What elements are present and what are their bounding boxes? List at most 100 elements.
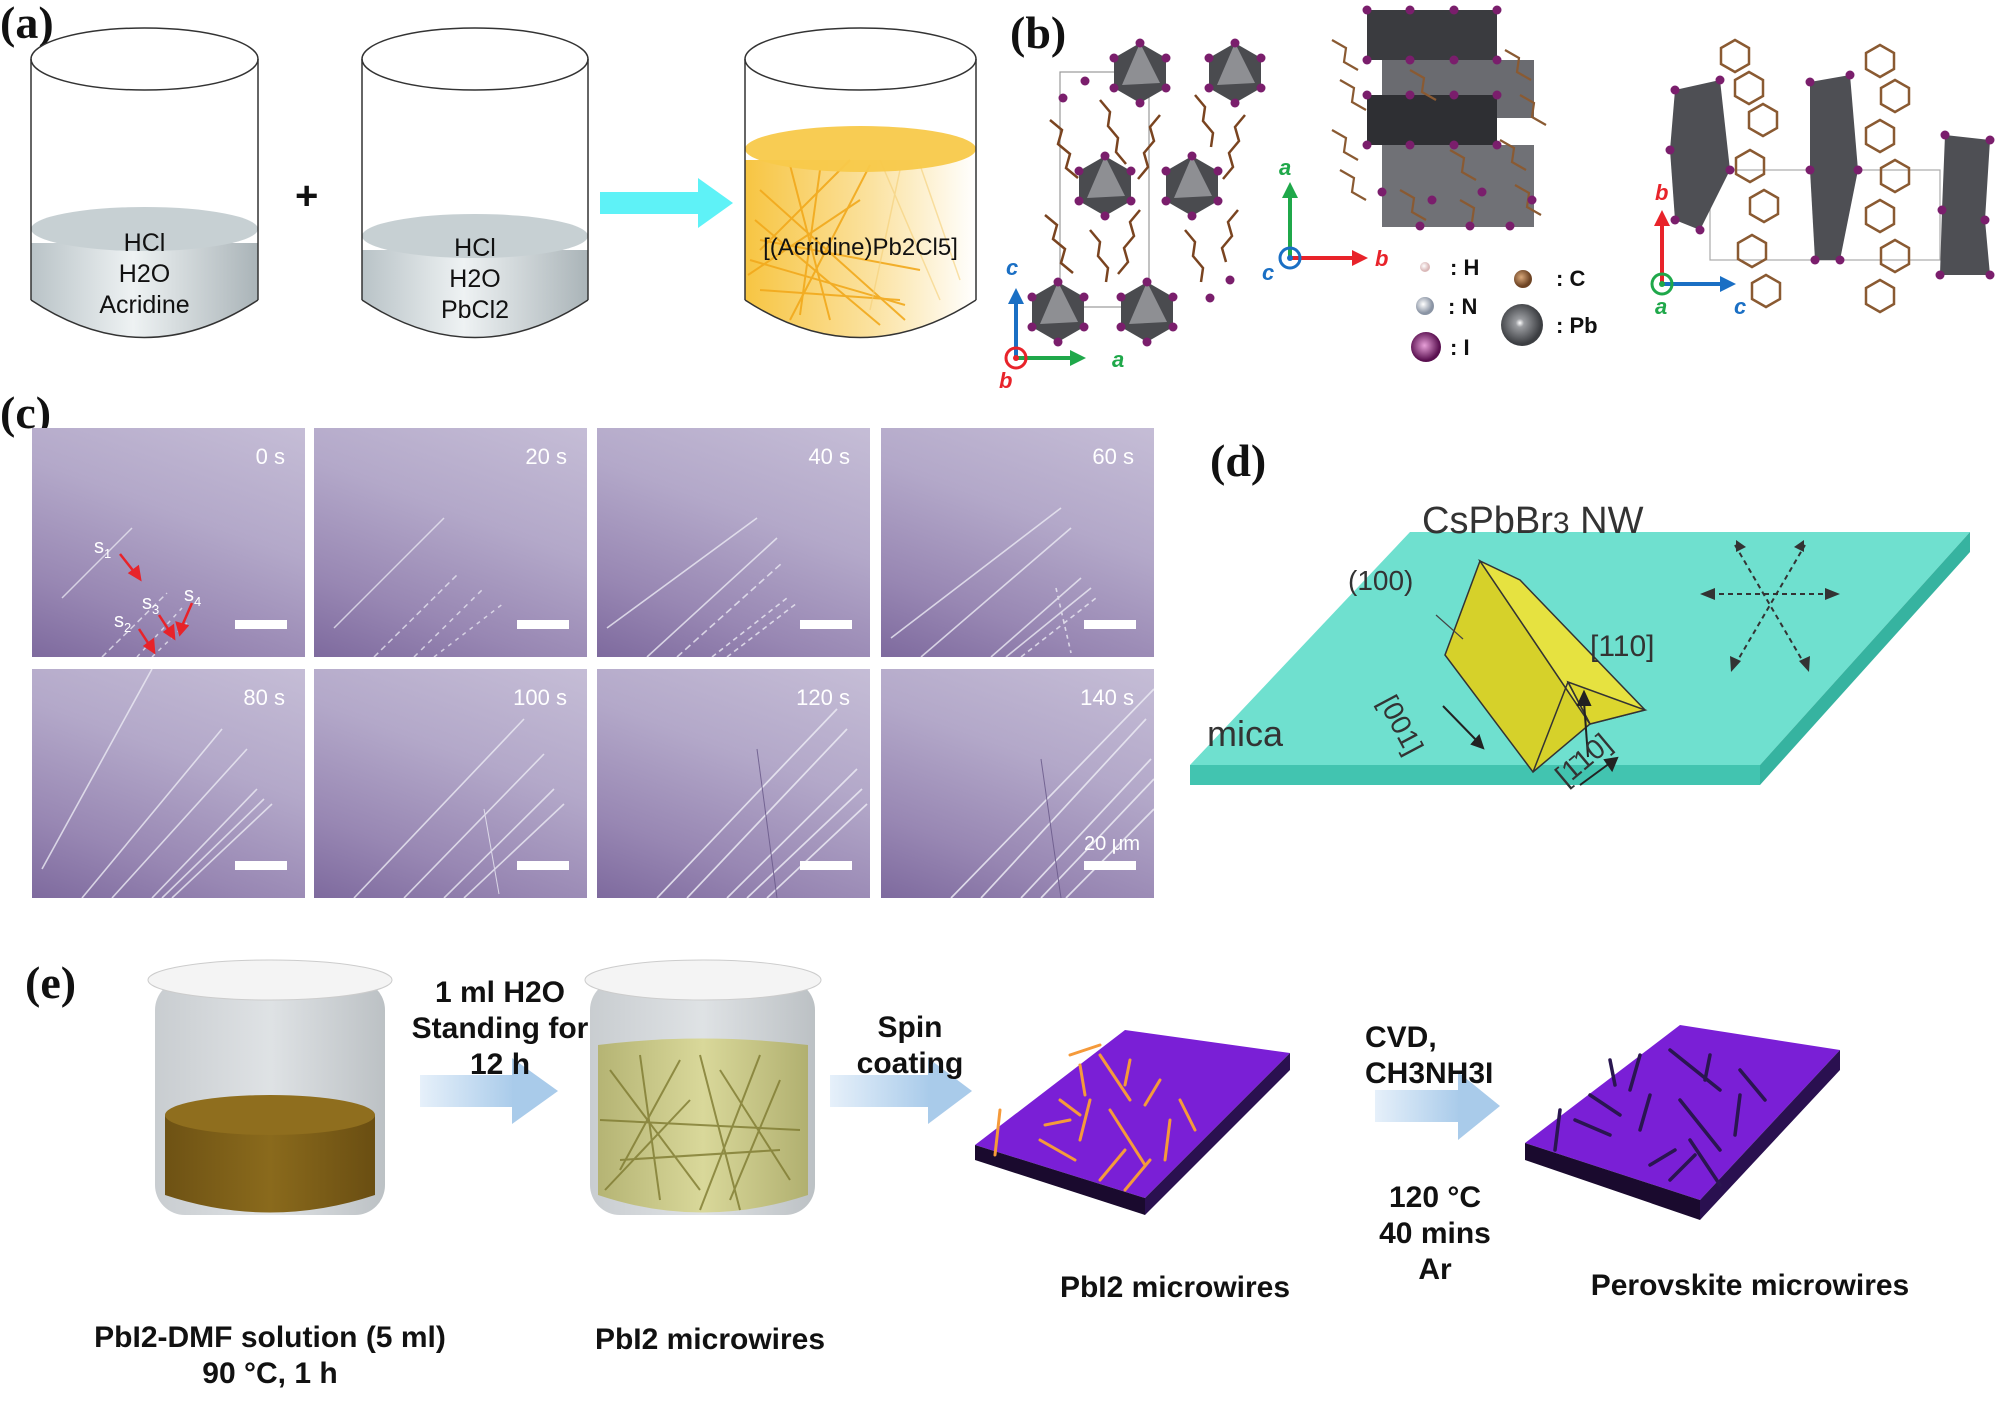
legend-atom-icons (1411, 262, 1543, 362)
beaker-1-line-2: H2O (118, 260, 171, 288)
axis-label-b-view1: b (999, 368, 1013, 393)
site-label-s1: s1 (94, 536, 112, 561)
micrograph-frame-80s: 80 s (32, 669, 305, 898)
lead-atom-icon (1501, 304, 1543, 346)
legend-label-i: : I (1450, 335, 1470, 360)
crystal-structure-view-2 (1278, 5, 1547, 270)
step-4-caption: Perovskite microwires (1590, 1269, 1910, 1302)
arrow-2-conditions: Spin coating (845, 1010, 975, 1082)
beaker-1 (30, 27, 259, 339)
process-illustration (147, 959, 1840, 1220)
acridine-molecules (1044, 94, 1246, 283)
epitaxial-directions-icon (1710, 544, 1830, 666)
nitrogen-atom-icon (1416, 297, 1434, 315)
pbi6-octahedra (1032, 43, 1261, 342)
hydrogen-atom-icon (1420, 262, 1430, 272)
substrate-label-mica: mica (1207, 713, 1284, 754)
step-2-caption: PbI2 microwires (594, 1323, 826, 1356)
scale-bar (1084, 620, 1136, 629)
nanowire-streaks (61, 527, 194, 657)
nanowire-streaks (41, 669, 273, 898)
iodine-atoms (1027, 38, 1266, 347)
mica-substrate-diagram (1190, 532, 1970, 786)
axis-triad-view-1 (1004, 288, 1086, 370)
frame-time: 140 s (1080, 685, 1134, 710)
process-arrow-2 (830, 1058, 972, 1124)
substrate-pbi2-microwires (975, 1030, 1290, 1215)
step-1-caption-line-2: 90 °C, 1 h (202, 1357, 338, 1390)
arrow-1-line-3: 12 h (469, 1048, 531, 1081)
scale-bar (800, 861, 852, 870)
arrow-3-top-conditions: CVD, CH3NH3I (1365, 1021, 1494, 1090)
beaker-2 (361, 27, 589, 339)
beaker-3-product-label: [(Acridine)Pb2Cl5] (763, 234, 958, 261)
frame-time: 40 s (808, 444, 850, 469)
micrograph-frame-120s: 120 s (597, 669, 870, 898)
process-arrow-3 (1375, 1072, 1500, 1140)
beaker-pbi2-dmf-solution (147, 959, 393, 1215)
micrograph-frame-140s: 140 s 20 μm (881, 669, 1154, 898)
nanowire-streaks (333, 517, 505, 657)
frame-time: 100 s (513, 685, 567, 710)
crystal-structure-view-3 (1665, 38, 1995, 314)
legend-label-c: : C (1556, 266, 1586, 291)
crystal-direction-arrows (1442, 689, 1619, 786)
micrograph-frame-20s: 20 s (314, 428, 587, 657)
scale-bar-label: 20 μm (1084, 833, 1140, 855)
beaker-1-line-3: Acridine (99, 291, 190, 319)
beaker-2-line-3: PbCl2 (440, 296, 510, 324)
axis-label-b-view3: b (1655, 180, 1669, 205)
micrograph-frame-100s: 100 s (314, 669, 587, 898)
beaker-2-line-1: HCl (454, 234, 496, 262)
frame-time: 80 s (243, 685, 285, 710)
arrow-2-line-2: coating (856, 1047, 964, 1080)
axis-label-c-view1: c (1006, 255, 1019, 280)
scale-bar (235, 861, 287, 870)
panel-label-a: (a) (0, 0, 54, 48)
scale-bar (800, 620, 852, 629)
micrograph-frame-60s: 60 s (881, 428, 1154, 657)
beaker-pbi2-microwires (584, 959, 822, 1215)
axis-label-a-view1: a (1112, 347, 1125, 372)
micrograph-frame-0s: 0 s s1 s2 s3 s4 (32, 428, 305, 657)
axis-triad-view-3 (1650, 210, 1736, 296)
mica-substrate-front (1190, 765, 1760, 785)
arrow-2-line-1: Spin (877, 1011, 943, 1044)
axis-label-c-view3: c (1734, 294, 1747, 319)
axis-label-b-view2: b (1375, 246, 1389, 271)
acridine-molecules-view-3 (1719, 38, 1911, 314)
micrograph-frame-40s: 40 s (597, 428, 870, 657)
reaction-arrow (600, 178, 733, 228)
legend-label-h: : H (1450, 255, 1480, 280)
scale-bar (235, 620, 287, 629)
substrate-perovskite-microwires (1525, 1025, 1840, 1220)
beaker-3-product (744, 27, 977, 339)
site-label-s4: s4 (184, 584, 202, 609)
axis-triad-view-2 (1278, 182, 1368, 270)
nanowire-title: CsPbBr3 NW (1422, 500, 1644, 542)
frame-time: 0 s (255, 444, 285, 469)
nanowire-streaks (890, 507, 1097, 657)
nanowire-streaks (950, 688, 1154, 898)
site-label-s3: s3 (142, 592, 160, 617)
site-label-s2: s2 (114, 610, 132, 635)
frame-time: 60 s (1092, 444, 1134, 469)
beaker-acridine-solution (30, 27, 977, 339)
panel-label-c: (c) (0, 387, 52, 438)
beaker-2-contents: HCl H2O PbCl2 (362, 233, 588, 326)
legend-label-pb: : Pb (1556, 313, 1598, 338)
nanowire-streaks (353, 718, 565, 898)
beaker-1-line-1: HCl (123, 229, 166, 257)
panel-label-b: (b) (1010, 7, 1067, 58)
arrow-1-line-2: Standing for (411, 1012, 589, 1045)
arrow-3-temp: 120 °C (1388, 1181, 1482, 1214)
arrow-1-conditions: 1 ml H2O Standing for 12 h (410, 975, 590, 1083)
axis-label-a-view3: a (1655, 294, 1668, 319)
axis-label-c-view2: c (1262, 260, 1275, 285)
arrow-3-atmosphere: Ar (1418, 1253, 1452, 1286)
frame-time: 20 s (525, 444, 567, 469)
pbi-chains-edge-view (1670, 75, 1990, 275)
process-arrow-1 (420, 1058, 558, 1124)
nanowire-streaks (656, 708, 868, 898)
beaker-1-contents: HCl H2O Acridine (31, 228, 258, 321)
